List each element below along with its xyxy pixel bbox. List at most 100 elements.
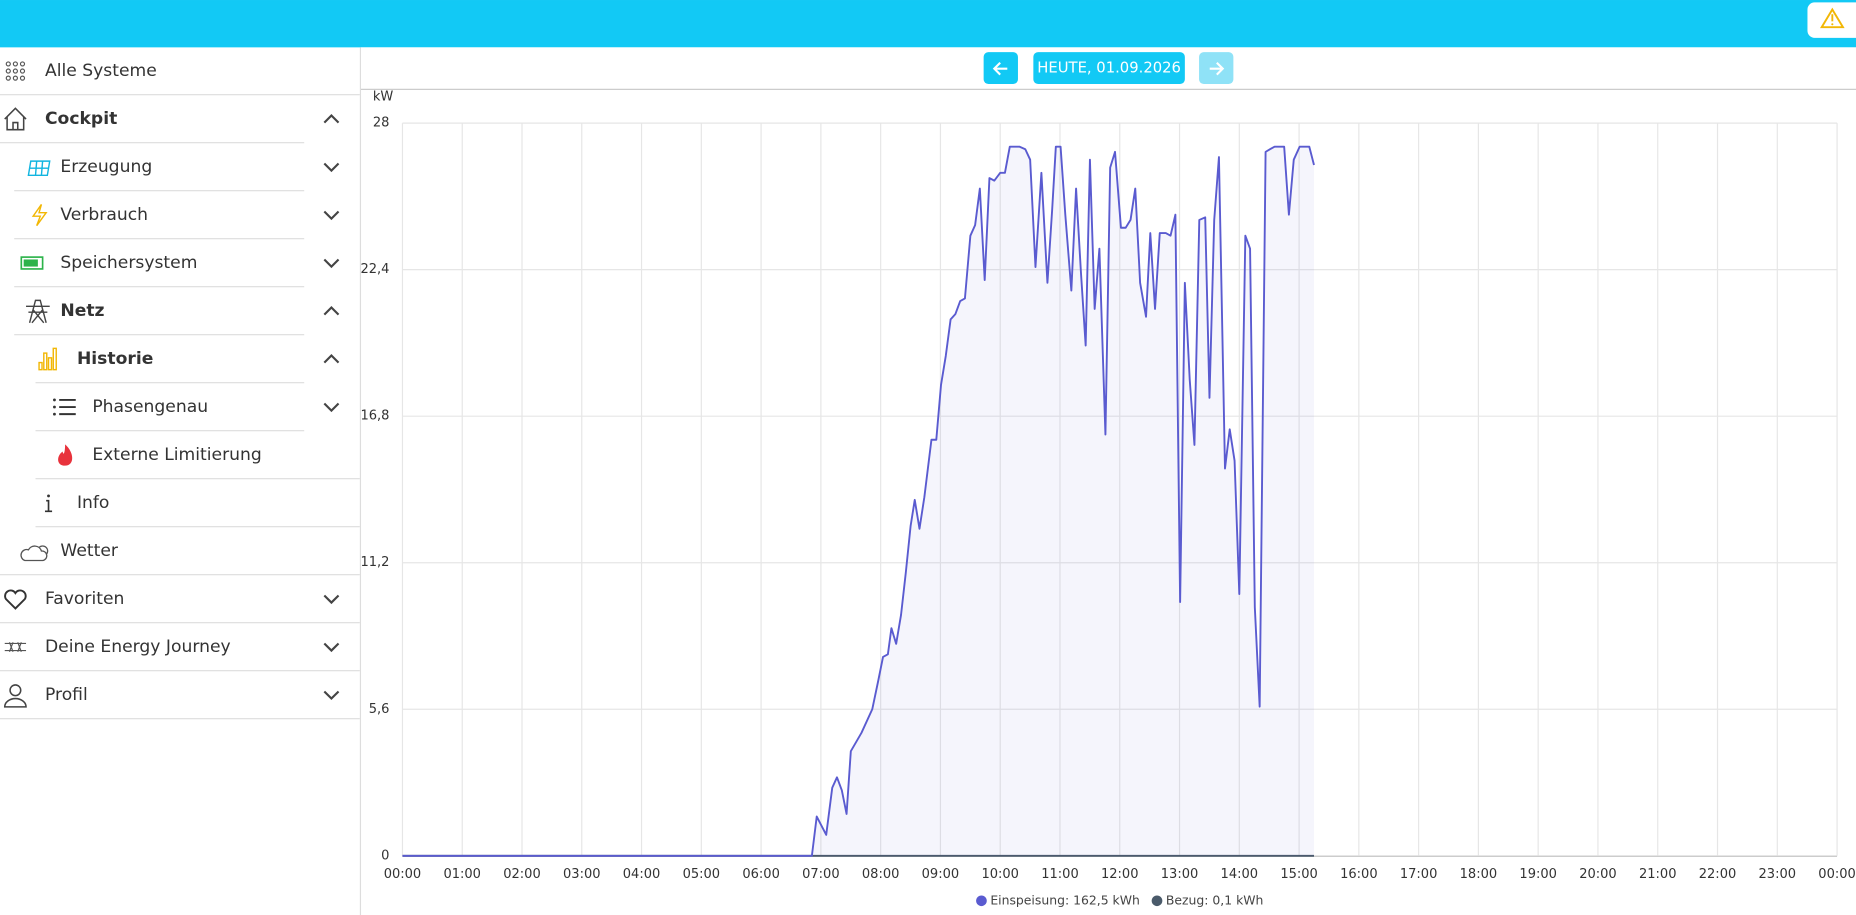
menu-label: Speichersystem xyxy=(60,253,197,273)
chevron xyxy=(323,305,340,316)
x-tick-label: 00:00 xyxy=(1818,867,1856,882)
x-tick-label: 10:00 xyxy=(981,867,1019,882)
chevron xyxy=(323,162,340,173)
series-area xyxy=(402,146,1314,856)
y-tick-label: 22,4 xyxy=(360,262,389,277)
x-tick-label: 19:00 xyxy=(1519,867,1557,882)
chevron xyxy=(323,353,340,364)
x-tick-label: 04:00 xyxy=(623,867,661,882)
menu-item[interactable]: Alle Systeme xyxy=(0,61,360,96)
menu-item[interactable]: Info xyxy=(35,493,360,528)
x-tick-label: 11:00 xyxy=(1041,867,1079,882)
menu-label: Wetter xyxy=(60,541,119,561)
icon xyxy=(5,61,11,67)
menu-label: Phasengenau xyxy=(92,397,208,417)
chevron xyxy=(323,258,340,269)
icon xyxy=(31,203,48,227)
x-tick-label: 00:00 xyxy=(384,867,422,882)
icon xyxy=(5,68,11,74)
menu-label: Netz xyxy=(60,301,104,321)
alert-button[interactable] xyxy=(1807,2,1856,38)
x-tick-label: 02:00 xyxy=(503,867,541,882)
icon xyxy=(5,75,11,81)
x-tick-label: 16:00 xyxy=(1340,867,1378,882)
x-tick-label: 15:00 xyxy=(1280,867,1318,882)
chevron xyxy=(323,690,340,701)
menu-label: Verbrauch xyxy=(60,205,148,225)
x-tick-label: 18:00 xyxy=(1460,867,1498,882)
menu-item[interactable]: Historie xyxy=(35,347,340,384)
menu-label: Alle Systeme xyxy=(45,61,157,81)
menu-item[interactable]: Wetter xyxy=(0,541,360,576)
icon xyxy=(26,299,50,324)
icon xyxy=(47,494,50,498)
icon xyxy=(47,357,53,371)
chevron xyxy=(323,210,340,221)
icon xyxy=(20,256,44,270)
date-button[interactable] xyxy=(1033,52,1185,85)
menu-label: Deine Energy Journey xyxy=(45,637,231,657)
icon xyxy=(12,75,18,81)
menu-item[interactable]: Netz xyxy=(14,299,340,336)
x-tick-label: 20:00 xyxy=(1579,867,1617,882)
top-bar xyxy=(0,0,1856,48)
menu-label: Cockpit xyxy=(45,109,117,129)
next-day-button[interactable] xyxy=(1199,52,1234,85)
icon xyxy=(52,347,57,371)
menu-item[interactable]: Phasengenau xyxy=(35,397,340,432)
icon xyxy=(58,444,73,466)
x-tick-label: 05:00 xyxy=(683,867,721,882)
date-label[interactable]: HEUTE, 01.09.2026 xyxy=(1037,60,1181,77)
x-tick-label: 17:00 xyxy=(1400,867,1438,882)
legend-label: Bezug: 0,1 kWh xyxy=(1166,892,1264,907)
icon xyxy=(43,352,48,371)
menu-item[interactable]: Profil xyxy=(0,684,360,720)
menu-item[interactable]: Externe Limitierung xyxy=(35,444,360,480)
chevron xyxy=(323,594,340,605)
x-tick-label: 23:00 xyxy=(1759,867,1797,882)
x-tick-label: 12:00 xyxy=(1101,867,1139,882)
menu-item[interactable]: Speichersystem xyxy=(14,253,340,288)
y-tick-label: 16,8 xyxy=(360,409,389,424)
menu-item[interactable]: Cockpit xyxy=(0,107,340,144)
icon xyxy=(53,398,56,402)
x-tick-label: 01:00 xyxy=(443,867,481,882)
icon xyxy=(9,684,22,697)
icon xyxy=(19,75,26,81)
chevron xyxy=(323,642,340,653)
icon xyxy=(38,361,43,371)
x-tick-label: 09:00 xyxy=(922,867,960,882)
icon xyxy=(12,68,18,74)
legend-label: Einspeisung: 162,5 kWh xyxy=(990,892,1140,907)
prev-day-button[interactable] xyxy=(983,52,1018,85)
menu-label: Info xyxy=(77,493,109,513)
menu-item[interactable]: Deine Energy Journey xyxy=(0,637,360,672)
y-tick-label: 0 xyxy=(381,848,389,863)
menu-label: Historie xyxy=(77,349,153,369)
menu-label: Externe Limitierung xyxy=(92,445,261,465)
icon xyxy=(3,697,27,708)
icon xyxy=(53,412,56,416)
icon xyxy=(44,499,53,513)
menu-label: Favoriten xyxy=(45,589,124,609)
x-tick-label: 03:00 xyxy=(563,867,601,882)
x-tick-label: 13:00 xyxy=(1161,867,1199,882)
icon xyxy=(53,405,56,409)
chevron xyxy=(323,113,340,124)
legend-marker xyxy=(976,895,987,907)
menu-item[interactable]: Favoriten xyxy=(0,589,360,624)
icon xyxy=(27,160,51,177)
menu-item[interactable]: Erzeugung xyxy=(14,157,340,192)
y-tick-label: 11,2 xyxy=(360,555,389,570)
icon xyxy=(4,642,27,652)
menu-label: Profil xyxy=(45,685,88,705)
icon xyxy=(19,68,26,74)
legend: Einspeisung: 162,5 kWh Bezug: 0,1 kWh xyxy=(976,892,1263,907)
menu-item[interactable]: Verbrauch xyxy=(14,203,340,240)
icon xyxy=(19,61,26,67)
x-tick-label: 14:00 xyxy=(1221,867,1259,882)
icon xyxy=(4,107,27,131)
series-line xyxy=(402,145,1315,857)
